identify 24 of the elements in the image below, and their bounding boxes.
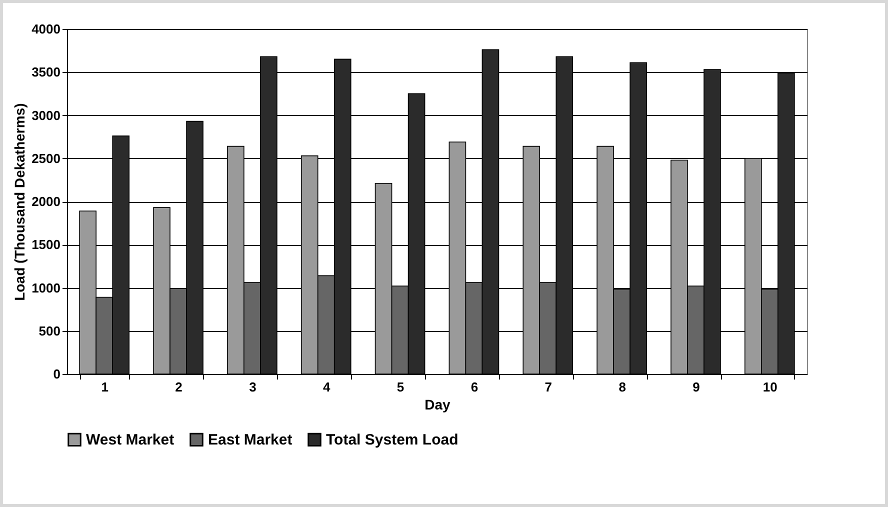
x-tick-label: 5 (396, 380, 404, 394)
y-tick-label: 3500 (32, 64, 60, 80)
legend-label: West Market (86, 432, 174, 449)
x-tick-label: 8 (618, 380, 626, 394)
x-tick-label: 1 (101, 380, 108, 394)
legend-label: Total System Load (326, 432, 458, 449)
x-tick-label: 10 (762, 380, 778, 394)
x-tick-label: 2 (175, 380, 182, 394)
x-tick-label: 4 (322, 380, 331, 394)
x-tick-label: 9 (692, 380, 700, 394)
x-tick-label: 6 (470, 380, 478, 394)
x-tick-label: 7 (544, 380, 552, 394)
x-tick-label: 3 (249, 380, 256, 394)
y-tick-label: 500 (38, 323, 60, 338)
y-tick-label: 2500 (32, 150, 60, 166)
y-tick-label: 4000 (32, 22, 60, 36)
y-axis-title: Load (Thousand Dekatherms) (12, 103, 28, 301)
legend-label: East Market (208, 432, 292, 449)
y-tick-label: 1500 (32, 237, 60, 252)
y-tick-label: 3000 (32, 108, 60, 123)
y-tick-label: 1000 (32, 280, 60, 296)
y-tick-label: 0 (53, 366, 60, 382)
y-tick-label: 2000 (32, 194, 60, 209)
x-axis-title: Day (424, 396, 451, 412)
